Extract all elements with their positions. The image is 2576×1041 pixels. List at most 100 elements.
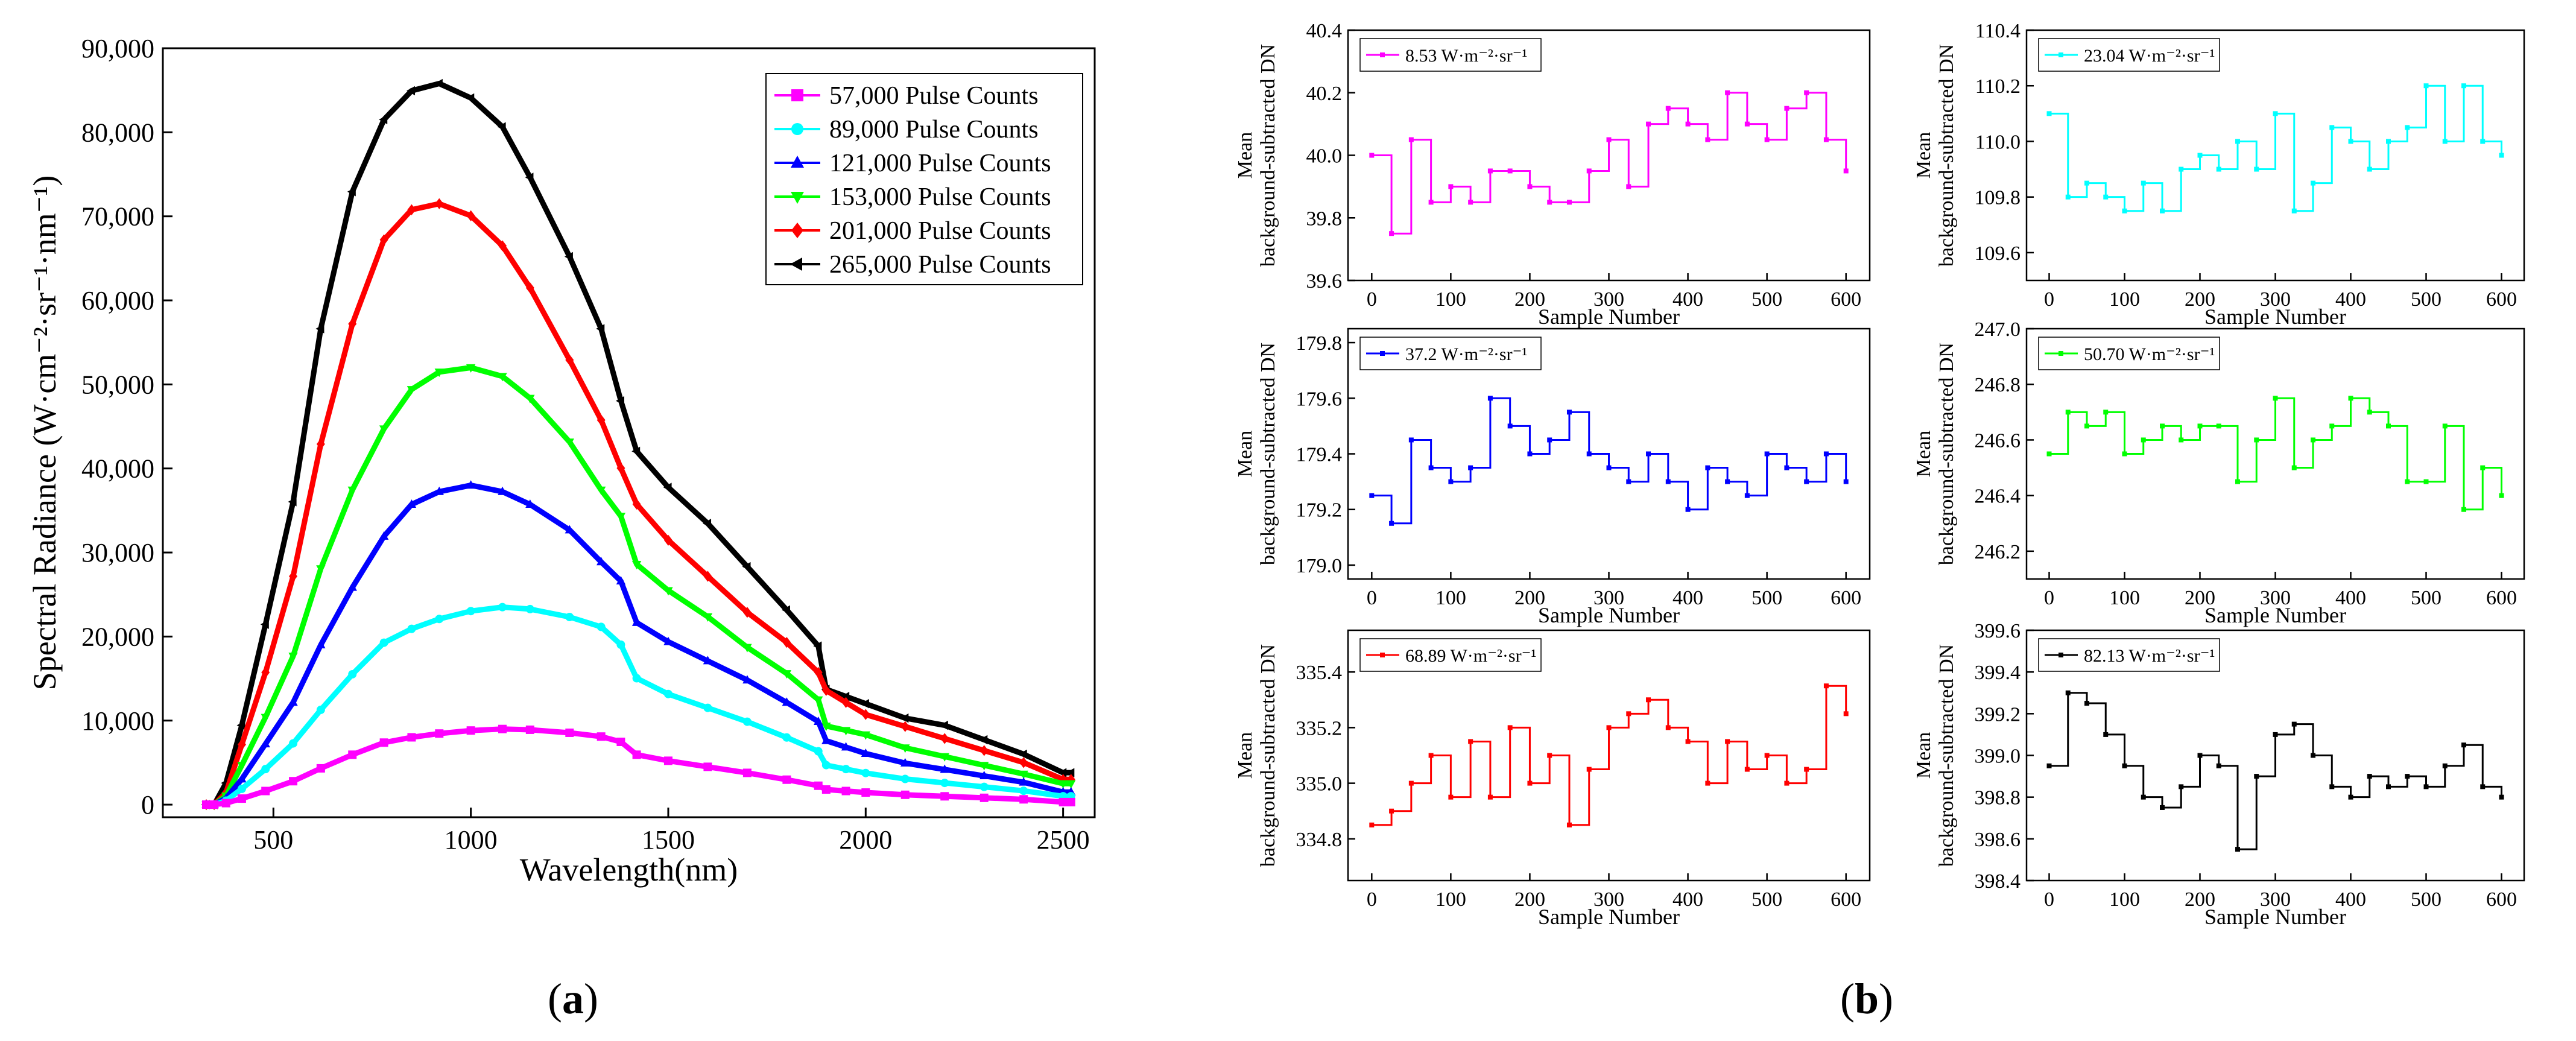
- y-tick-label: 20,000: [81, 622, 154, 651]
- panel-a-caption: (a): [548, 975, 598, 1023]
- data-point: [2065, 194, 2071, 200]
- data-point: [1566, 200, 1572, 205]
- data-point: [2311, 753, 2315, 758]
- y-tick-label: 179.2: [1296, 499, 1343, 522]
- legend-label: 201,000 Pulse Counts: [829, 217, 1051, 245]
- y-tick-label: 335.2: [1296, 717, 1343, 739]
- x-tick-label: 2500: [1037, 825, 1090, 855]
- data-line: [1372, 397, 1847, 525]
- series-marker: [742, 717, 752, 726]
- data-line: [1372, 685, 1847, 826]
- data-point: [2329, 125, 2335, 130]
- series-marker: [861, 709, 870, 720]
- series-marker: [821, 685, 831, 696]
- series-marker: [616, 640, 625, 649]
- series-marker: [1066, 780, 1076, 789]
- series-marker: [979, 793, 989, 802]
- panel-b-caption: (b): [1840, 975, 1893, 1023]
- x-tick-label: 400: [1673, 288, 1703, 311]
- series-line: [206, 201, 1071, 808]
- series-marker: [742, 675, 752, 684]
- series-marker: [632, 674, 641, 683]
- x-tick-label: 100: [1435, 587, 1466, 609]
- series-marker: [261, 765, 270, 774]
- data-point: [1685, 739, 1691, 744]
- y-axis-label-line1: Mean: [1913, 732, 1935, 779]
- x-tick-label: 600: [1831, 587, 1861, 609]
- data-point: [2084, 180, 2089, 186]
- data-point: [1626, 711, 1631, 717]
- x-axis-label: Sample Number: [1538, 905, 1680, 929]
- data-point: [1784, 780, 1790, 786]
- data-point: [1566, 822, 1572, 827]
- data-point: [1389, 808, 1394, 814]
- data-point: [1408, 437, 1414, 443]
- series-marker: [565, 354, 574, 365]
- data-point: [2273, 732, 2278, 737]
- x-tick-label: 100: [2109, 587, 2140, 609]
- legend-label: 50.70 W·m⁻²·sr⁻¹: [2084, 344, 2215, 364]
- y-tick-label: 109.8: [1975, 187, 2021, 209]
- data-point: [2046, 111, 2052, 116]
- series-marker: [1066, 768, 1075, 777]
- series-marker: [316, 639, 326, 648]
- data-point: [1725, 739, 1730, 744]
- legend-swatch-marker: [2059, 653, 2063, 657]
- y-axis-label-line1: Mean: [1913, 431, 1935, 477]
- series-marker: [782, 670, 792, 679]
- data-point: [1606, 725, 1612, 730]
- data-point: [1646, 451, 1651, 457]
- y-tick-label: 179.0: [1296, 555, 1343, 577]
- data-point: [1784, 465, 1790, 470]
- series-marker: [435, 198, 444, 209]
- data-point: [1547, 437, 1552, 443]
- series-marker: [841, 742, 851, 751]
- x-tick-label: 200: [2185, 288, 2215, 311]
- series-marker: [347, 187, 356, 197]
- x-tick-label: 200: [2185, 587, 2215, 609]
- series-marker: [813, 641, 822, 651]
- series-marker: [434, 78, 443, 89]
- data-point: [2480, 784, 2486, 789]
- x-tick-label: 400: [1673, 888, 1703, 911]
- series-marker: [347, 582, 357, 591]
- data-point: [2499, 493, 2504, 498]
- data-point: [1566, 410, 1572, 415]
- series-marker: [631, 560, 642, 569]
- series-marker: [316, 438, 325, 450]
- series-marker: [379, 738, 388, 747]
- series-line: [206, 483, 1071, 808]
- series-marker: [237, 739, 246, 750]
- series-marker: [979, 762, 989, 771]
- x-tick-label: 600: [2486, 288, 2517, 311]
- series-marker: [525, 282, 534, 294]
- data-point: [2442, 763, 2448, 768]
- data-point: [1764, 137, 1770, 142]
- chart-panel-b: 0 100 200 300 400 500 600 39.6 39.8 40.0 40.2 40.4 S…: [1234, 20, 2525, 929]
- series-marker: [821, 785, 831, 794]
- series-marker: [860, 699, 869, 709]
- data-point: [2291, 208, 2297, 214]
- data-point: [2480, 139, 2486, 144]
- series-marker: [663, 587, 673, 596]
- series-marker: [288, 497, 297, 507]
- x-tick-label: 200: [1514, 587, 1545, 609]
- y-tick-label: 179.6: [1296, 388, 1343, 410]
- legend-swatch-marker: [791, 156, 804, 168]
- y-tick-label: 90,000: [81, 34, 154, 63]
- data-point: [2254, 166, 2259, 172]
- data-point: [2160, 423, 2165, 429]
- series-marker: [525, 725, 534, 734]
- series-marker: [814, 747, 823, 756]
- series-marker: [379, 531, 389, 540]
- y-tick-label: 40,000: [81, 454, 154, 484]
- series-marker: [289, 571, 298, 582]
- series-marker: [564, 252, 573, 262]
- series-marker: [1019, 777, 1028, 786]
- x-tick-label: 100: [2109, 288, 2140, 311]
- series-marker: [616, 513, 626, 522]
- data-point: [1586, 767, 1592, 772]
- data-point: [2499, 794, 2504, 800]
- y-tick-label: 110.4: [1975, 20, 2021, 42]
- legend-label: 37.2 W·m⁻²·sr⁻¹: [1405, 344, 1527, 364]
